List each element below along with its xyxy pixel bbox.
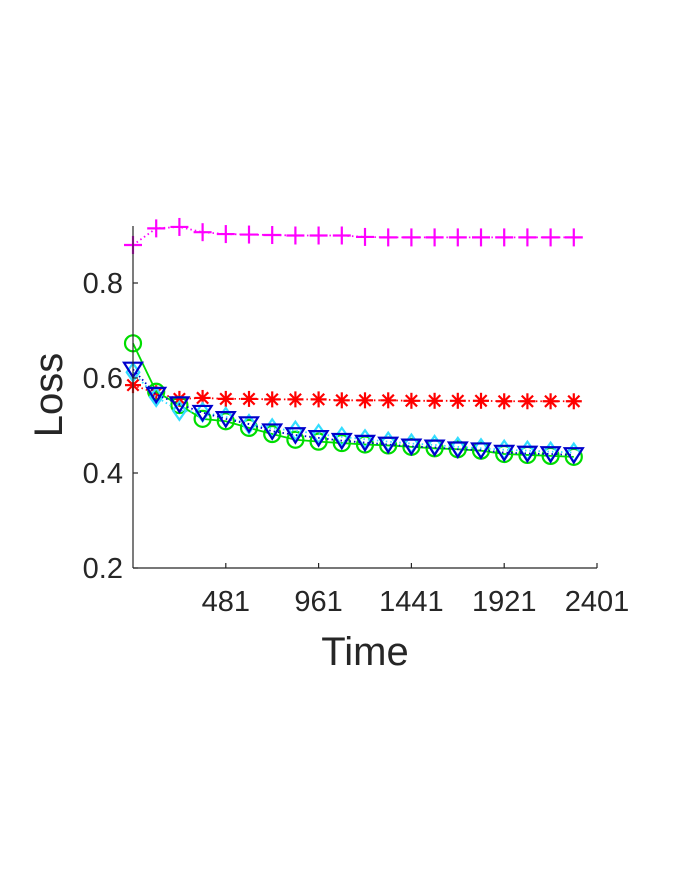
x-ticks: 481 961 1441 1921 2401: [202, 563, 630, 618]
data-point-circle: [193, 409, 212, 428]
data-point-asterisk: [287, 391, 304, 408]
data-point-triangle-down: [145, 386, 168, 405]
data-point-plus: [379, 228, 398, 247]
data-point-plus: [402, 228, 421, 247]
data-point-plus: [193, 223, 212, 242]
data-point-plus: [425, 228, 444, 247]
data-point-asterisk: [565, 393, 582, 410]
data-point-triangle-down: [562, 447, 585, 465]
data-point-asterisk: [217, 390, 234, 407]
data-point-triangle-down: [191, 404, 214, 423]
data-point-triangle-down: [493, 444, 516, 463]
data-point-triangle-down: [516, 445, 539, 464]
data-point-asterisk: [264, 391, 281, 408]
x-tick-label: 2401: [565, 586, 630, 618]
data-point-diamond: [380, 430, 396, 453]
data-point-diamond: [519, 439, 536, 462]
data-point-diamond: [542, 440, 559, 463]
data-point-plus: [448, 228, 467, 247]
data-point-diamond: [426, 434, 443, 456]
data-point-asterisk: [473, 392, 489, 409]
data-point-circle: [147, 382, 166, 401]
data-point-asterisk: [519, 393, 536, 410]
data-point-triangle-down: [238, 416, 260, 434]
data-point-asterisk: [333, 392, 350, 409]
data-point-circle: [309, 432, 328, 451]
x-tick-label: 1921: [472, 586, 537, 618]
data-point-triangle-down: [214, 411, 237, 429]
data-point-plus: [495, 228, 514, 247]
data-point-triangle-down: [539, 446, 562, 464]
data-point-triangle-down: [284, 427, 307, 445]
data-point-asterisk: [241, 390, 257, 407]
data-point-plus: [240, 225, 258, 244]
data-point-plus: [216, 225, 235, 244]
data-point-circle: [332, 433, 351, 453]
data-point-triangle-down: [307, 430, 330, 448]
data-point-plus: [518, 228, 537, 247]
plot-area: [122, 217, 585, 466]
data-point-asterisk: [357, 392, 373, 409]
data-point-plus: [263, 226, 282, 245]
series-asterisk: [125, 377, 582, 410]
series-line: [132, 226, 574, 246]
data-point-plus: [147, 219, 166, 238]
data-point-triangle-down: [446, 441, 469, 459]
series-plus: [124, 217, 583, 254]
data-point-triangle-down: [470, 442, 492, 460]
data-point-diamond: [171, 399, 188, 422]
y-axis-title: Loss: [27, 353, 71, 438]
x-tick-label: 481: [202, 586, 250, 618]
x-axis-title: Time: [321, 630, 408, 674]
y-ticks: 0.2 0.4 0.6 0.8: [83, 268, 138, 585]
data-point-triangle-down: [261, 423, 284, 441]
data-point-plus: [472, 228, 490, 247]
data-point-plus: [309, 226, 328, 245]
data-point-asterisk: [496, 393, 513, 410]
data-point-asterisk: [310, 391, 327, 408]
y-tick-label: 0.6: [83, 363, 123, 395]
data-point-circle: [286, 430, 305, 449]
x-tick-label: 961: [294, 586, 342, 618]
data-point-diamond: [403, 432, 420, 455]
data-point-plus: [286, 226, 305, 245]
data-point-asterisk: [426, 392, 443, 409]
series-triangle-down: [122, 361, 585, 465]
data-point-plus: [356, 227, 374, 246]
data-point-asterisk: [194, 389, 211, 406]
data-point-plus: [332, 226, 351, 245]
data-point-asterisk: [449, 392, 466, 409]
data-point-diamond: [496, 438, 512, 461]
data-point-circle: [216, 412, 235, 431]
data-point-triangle-down: [168, 396, 191, 414]
data-point-circle: [239, 418, 259, 437]
data-point-diamond: [566, 441, 582, 464]
y-tick-label: 0.4: [83, 458, 123, 490]
data-point-triangle-down: [330, 432, 353, 451]
data-point-asterisk: [380, 392, 397, 409]
y-tick-label: 0.2: [83, 553, 123, 585]
data-point-triangle-down: [354, 434, 376, 453]
data-point-triangle-down: [400, 438, 423, 457]
data-point-circle: [263, 424, 282, 444]
data-point-asterisk: [403, 392, 420, 409]
data-point-triangle-down: [377, 436, 400, 455]
data-point-plus: [564, 228, 583, 247]
y-tick-label: 0.8: [83, 268, 123, 300]
data-point-asterisk: [542, 393, 559, 410]
data-point-plus: [541, 228, 560, 247]
data-point-plus: [170, 217, 189, 236]
x-tick-label: 1441: [379, 586, 444, 618]
data-point-triangle-down: [423, 439, 446, 458]
